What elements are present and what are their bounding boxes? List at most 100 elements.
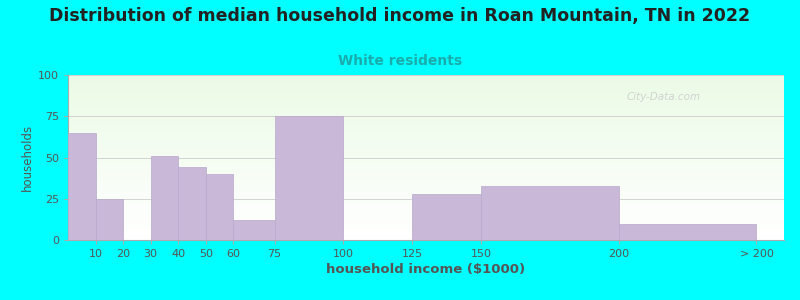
Bar <box>68 198 784 199</box>
Bar <box>68 94 784 95</box>
Bar <box>68 166 784 167</box>
Bar <box>68 227 784 228</box>
Bar <box>68 184 784 185</box>
Bar <box>68 185 784 186</box>
Bar <box>68 76 784 77</box>
Bar <box>68 158 784 159</box>
Bar <box>68 99 784 100</box>
Bar <box>68 100 784 101</box>
Bar <box>412 194 481 240</box>
Bar <box>206 174 234 240</box>
Bar <box>68 212 784 213</box>
Bar <box>68 144 784 145</box>
Bar <box>68 138 784 139</box>
Bar <box>68 236 784 237</box>
Bar <box>68 101 784 102</box>
Bar <box>68 208 784 209</box>
Bar <box>68 207 784 208</box>
Bar <box>68 129 784 130</box>
Bar <box>68 103 784 104</box>
Bar <box>68 202 784 203</box>
Bar <box>68 88 784 89</box>
Bar <box>68 118 784 119</box>
Bar <box>234 220 274 240</box>
Bar <box>68 210 784 211</box>
Bar <box>68 136 784 137</box>
X-axis label: household income ($1000): household income ($1000) <box>326 263 526 276</box>
Bar <box>68 133 784 134</box>
Bar <box>68 131 784 132</box>
Bar <box>68 151 784 152</box>
Bar <box>68 119 784 120</box>
Bar <box>68 203 784 204</box>
Bar <box>68 135 784 136</box>
Bar <box>68 134 784 135</box>
Bar <box>68 116 784 117</box>
Bar <box>68 223 784 224</box>
Bar <box>68 81 784 82</box>
Bar <box>68 172 784 173</box>
Bar <box>68 85 784 86</box>
Bar <box>68 234 784 235</box>
Bar <box>68 237 784 238</box>
Bar <box>150 156 178 240</box>
Bar <box>68 149 784 150</box>
Bar <box>68 209 784 210</box>
Bar <box>481 185 618 240</box>
Bar <box>95 199 123 240</box>
Bar <box>68 91 784 92</box>
Bar <box>68 183 784 184</box>
Bar <box>68 235 784 236</box>
Bar <box>68 169 784 170</box>
Bar <box>68 77 784 78</box>
Bar <box>68 146 784 147</box>
Bar <box>68 167 784 168</box>
Bar <box>68 186 784 187</box>
Bar <box>68 222 784 223</box>
Bar <box>68 141 784 142</box>
Bar <box>68 230 784 231</box>
Bar <box>68 156 784 157</box>
Bar <box>68 197 784 198</box>
Bar <box>68 79 784 80</box>
Bar <box>68 115 784 116</box>
Bar <box>68 117 784 118</box>
Bar <box>68 123 784 124</box>
Bar <box>68 106 784 107</box>
Bar <box>68 120 784 121</box>
Bar <box>68 199 784 200</box>
Bar <box>68 204 784 205</box>
Bar <box>68 220 784 221</box>
Y-axis label: households: households <box>21 124 34 191</box>
Bar <box>68 176 784 177</box>
Bar <box>68 127 784 128</box>
Bar <box>68 188 784 189</box>
Bar <box>68 161 784 162</box>
Bar <box>68 139 784 140</box>
Bar <box>68 126 784 127</box>
Bar <box>68 190 784 191</box>
Bar <box>68 137 784 138</box>
Bar <box>68 108 784 109</box>
Bar <box>68 221 784 222</box>
Bar <box>68 180 784 181</box>
Bar <box>68 154 784 155</box>
Text: White residents: White residents <box>338 54 462 68</box>
Bar <box>68 171 784 172</box>
Bar <box>68 155 784 156</box>
Bar <box>68 124 784 125</box>
Bar <box>68 145 784 146</box>
Bar <box>68 232 784 233</box>
Bar <box>68 239 784 240</box>
Bar <box>68 93 784 94</box>
Bar <box>68 110 784 111</box>
Bar <box>68 87 784 88</box>
Bar <box>68 132 784 133</box>
Bar <box>68 192 784 193</box>
Bar <box>68 133 95 240</box>
Bar <box>68 125 784 126</box>
Bar <box>68 160 784 161</box>
Bar <box>68 214 784 215</box>
Bar <box>68 98 784 99</box>
Bar <box>68 100 784 101</box>
